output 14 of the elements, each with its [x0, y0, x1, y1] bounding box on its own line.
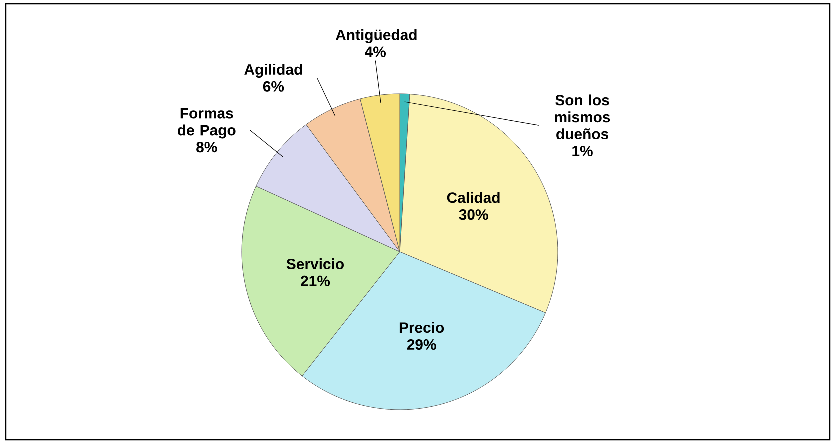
- slice-label: Precio: [400, 322, 444, 334]
- slice-label: Calidad: [447, 192, 500, 204]
- slice-label: Son los mismos dueños: [555, 94, 610, 140]
- slice-label: Formas de Pago: [178, 108, 236, 139]
- data-label: 29%: [407, 339, 436, 350]
- data-label: 30%: [459, 210, 488, 220]
- slice-label: Antigüedad: [336, 29, 417, 44]
- data-label: 8%: [196, 142, 218, 153]
- data-label: 21%: [301, 276, 330, 286]
- data-label: 6%: [263, 81, 284, 92]
- slice-label: Servicio: [286, 258, 344, 270]
- slice-label: Agilidad: [244, 64, 302, 78]
- data-label: 1%: [572, 146, 593, 156]
- data-label: 4%: [365, 46, 386, 58]
